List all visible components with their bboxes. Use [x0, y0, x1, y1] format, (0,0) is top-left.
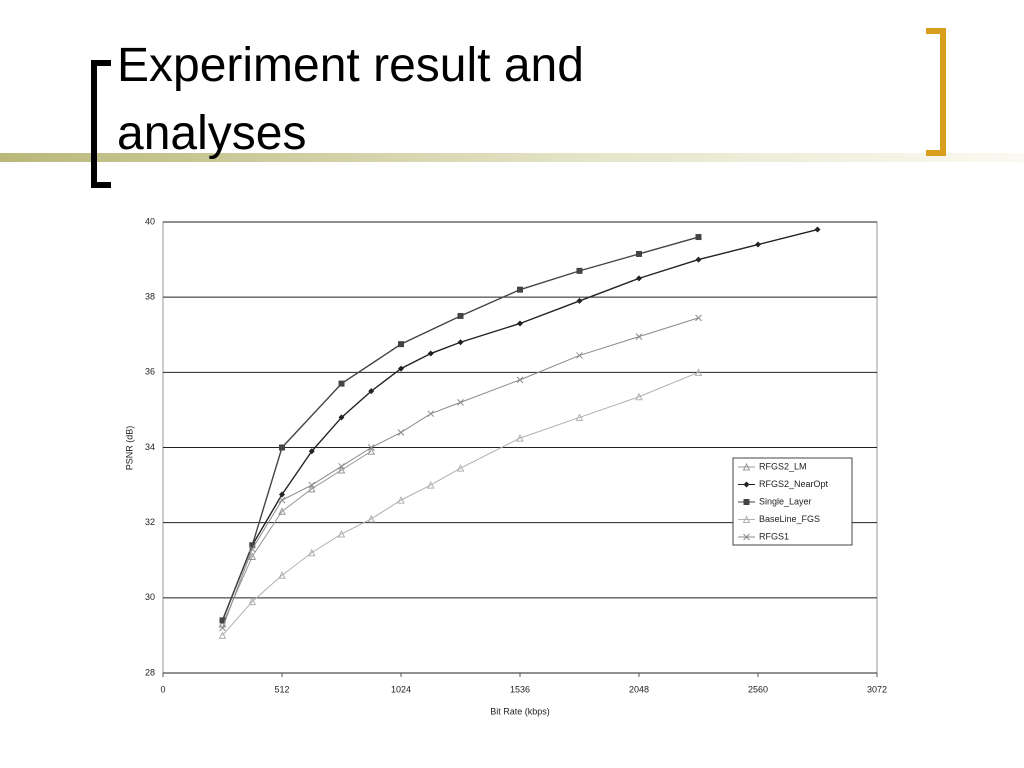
- x-tick-label: 1536: [510, 684, 530, 694]
- marker: [308, 481, 316, 489]
- marker: [695, 256, 702, 263]
- marker: [368, 388, 375, 395]
- marker: [337, 529, 346, 538]
- marker: [576, 267, 583, 274]
- marker: [743, 499, 750, 505]
- marker: [367, 444, 375, 451]
- marker: [755, 241, 761, 248]
- x-tick-label: 3072: [867, 684, 887, 694]
- marker: [218, 631, 227, 639]
- y-tick-label: 30: [145, 592, 155, 602]
- marker: [636, 250, 642, 257]
- marker: [248, 552, 257, 560]
- legend-label: Single_Layer: [759, 496, 812, 506]
- legend-label: RFGS2_NearOpt: [759, 479, 829, 489]
- x-tick-label: 0: [160, 684, 165, 694]
- marker: [576, 297, 583, 304]
- marker: [636, 275, 642, 282]
- marker: [575, 413, 584, 421]
- series-line: [221, 236, 699, 621]
- marker: [516, 376, 524, 384]
- marker: [397, 429, 405, 436]
- marker: [457, 339, 464, 346]
- marker: [426, 480, 435, 489]
- marker: [814, 226, 821, 233]
- marker: [742, 462, 751, 471]
- marker: [694, 368, 703, 376]
- marker: [398, 365, 404, 372]
- marker: [695, 314, 702, 322]
- marker: [457, 312, 464, 319]
- marker: [307, 484, 316, 493]
- header-band: [0, 153, 1024, 162]
- marker: [279, 444, 285, 451]
- y-tick-label: 28: [145, 667, 155, 677]
- marker: [307, 548, 316, 557]
- marker: [278, 571, 286, 579]
- marker: [517, 320, 523, 327]
- marker: [338, 380, 345, 387]
- marker: [248, 597, 257, 606]
- marker: [695, 234, 702, 241]
- marker: [367, 514, 376, 523]
- series-line: [222, 371, 699, 636]
- series-line: [222, 450, 372, 625]
- marker: [516, 433, 524, 442]
- marker: [517, 286, 523, 293]
- x-axis-title: Bit Rate (kbps): [490, 706, 550, 716]
- marker: [635, 392, 643, 401]
- marker: [743, 533, 750, 541]
- marker: [427, 410, 435, 418]
- marker: [337, 465, 346, 474]
- y-tick-label: 38: [145, 292, 155, 302]
- y-tick-label: 40: [145, 216, 155, 226]
- marker: [219, 617, 226, 624]
- marker: [338, 462, 345, 470]
- x-tick-label: 512: [274, 684, 289, 694]
- marker: [219, 624, 226, 632]
- marker: [456, 464, 465, 472]
- y-tick-label: 36: [145, 367, 155, 377]
- marker: [248, 545, 256, 553]
- x-tick-label: 1024: [391, 684, 411, 694]
- y-tick-label: 34: [145, 442, 155, 452]
- marker: [397, 495, 405, 504]
- y-tick-label: 32: [145, 517, 155, 527]
- y-axis-title: PSNR (dB): [124, 426, 134, 471]
- marker: [278, 507, 286, 515]
- marker: [457, 399, 464, 406]
- marker: [742, 515, 751, 523]
- slide-title: Experiment result and analyses: [117, 39, 584, 160]
- marker: [743, 481, 750, 488]
- left-bracket: [91, 60, 111, 188]
- marker: [308, 448, 315, 455]
- right-bracket: [926, 28, 946, 156]
- x-tick-label: 2560: [748, 684, 768, 694]
- marker: [427, 350, 434, 357]
- marker: [278, 496, 286, 504]
- marker: [249, 542, 256, 549]
- legend-label: BaseLine_FGS: [759, 514, 820, 524]
- legend-label: RFGS2_LM: [759, 461, 807, 471]
- legend-label: RFGS1: [759, 531, 789, 541]
- marker: [367, 447, 376, 455]
- marker: [338, 414, 345, 421]
- legend: RFGS2_LM RFGS2_NearOpt Single_Layer BaseLin…: [732, 457, 853, 546]
- marker: [398, 341, 404, 348]
- x-tick-label: 2048: [629, 684, 649, 694]
- marker: [576, 352, 583, 359]
- marker: [635, 333, 643, 340]
- marker: [279, 491, 285, 498]
